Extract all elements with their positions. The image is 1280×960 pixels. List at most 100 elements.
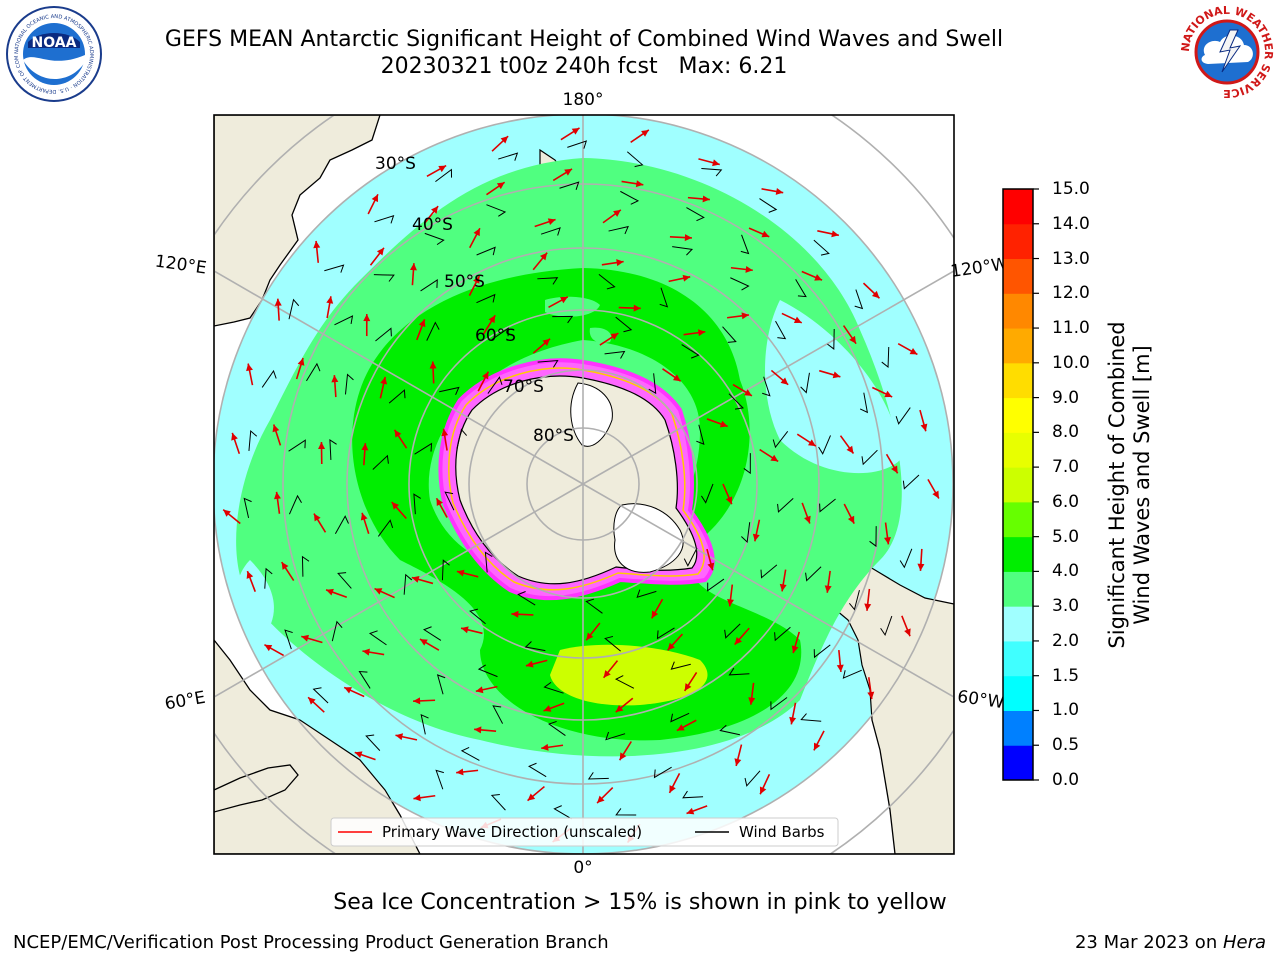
colorbar-segment xyxy=(1003,467,1033,503)
wave-arrow-head xyxy=(824,585,832,593)
wind-barb xyxy=(598,273,616,290)
latitude-labels: 30°S 40°S 50°S 60°S 70°S 80°S xyxy=(375,154,574,446)
wave-arrow-head xyxy=(511,610,519,618)
wave-arrow-head xyxy=(456,569,465,577)
wind-barb xyxy=(813,644,831,659)
wind-barb xyxy=(659,287,669,308)
wind-barb xyxy=(620,190,640,205)
wind-barb xyxy=(728,393,744,410)
wind-barb xyxy=(456,428,468,450)
legend-wave-label: Primary Wave Direction (unscaled) xyxy=(382,823,642,841)
wave-arrow-head xyxy=(610,333,619,340)
wave-arrow-head xyxy=(884,536,891,545)
wave-arrow-head xyxy=(909,347,918,355)
wind-barb xyxy=(648,373,657,395)
wind-barb xyxy=(476,246,496,256)
wind-barb xyxy=(436,674,446,695)
wave-arrow-head xyxy=(917,563,925,571)
wave-arrow-head xyxy=(488,315,496,324)
wave-arrow-head xyxy=(904,628,911,637)
wave-arrow-head xyxy=(759,786,767,795)
colorbar-segment xyxy=(1003,293,1033,329)
wave-arrow-head xyxy=(734,758,742,766)
wave-arrow-head xyxy=(525,660,534,668)
wind-barb xyxy=(486,204,507,217)
noaa-logo: NOAA NATIONAL OCEANIC AND ATMOSPHERIC AD… xyxy=(0,0,102,102)
lat-label-70s: 70°S xyxy=(503,377,544,397)
wind-barb xyxy=(477,664,498,678)
wind-barb xyxy=(306,362,321,382)
wind-barb xyxy=(795,279,807,298)
wind-barb xyxy=(264,567,273,589)
wind-barb xyxy=(762,376,771,397)
colorbar-segment xyxy=(1003,432,1033,468)
wave-arrow-head xyxy=(761,230,770,238)
wind-barb xyxy=(537,359,559,368)
sea-ice-edge-yellow xyxy=(448,367,705,591)
wind-barb xyxy=(696,424,705,445)
wind-barb xyxy=(880,615,893,636)
wave-arrow-head xyxy=(496,182,505,190)
colorbar-tick-label: 1.0 xyxy=(1052,700,1080,721)
wave-arrow-head xyxy=(603,670,611,678)
wind-barb xyxy=(740,234,750,255)
wind-barb xyxy=(248,429,258,451)
wave-arrow-head xyxy=(274,491,281,500)
wind-barb xyxy=(730,277,750,291)
wave-arrow-head xyxy=(308,697,316,705)
wind-barb xyxy=(537,277,559,285)
wind-barb xyxy=(426,321,440,341)
wind-barb xyxy=(543,681,564,694)
wind-barb xyxy=(585,598,603,614)
wave-arrow-head xyxy=(682,274,691,282)
lon-label-180: 180° xyxy=(563,90,604,110)
wave-arrow-head xyxy=(831,230,839,238)
wind-barb xyxy=(288,439,306,452)
wave-arrow-head xyxy=(741,312,749,320)
sea-ice-note: Sea Ice Concentration > 15% is shown in … xyxy=(333,890,947,915)
wind-barb xyxy=(288,298,300,320)
colorbar-tick-label: 6.0 xyxy=(1052,491,1080,512)
wind-barb xyxy=(435,168,453,183)
wind-barb xyxy=(615,808,637,816)
wind-barb xyxy=(324,264,345,273)
wind-barb xyxy=(587,772,609,780)
wave-arrow-head xyxy=(541,743,549,751)
map-frame xyxy=(213,114,955,855)
wind-barb xyxy=(800,372,810,394)
wave-arrow-head xyxy=(633,304,641,312)
wave-arrow-head xyxy=(791,645,799,654)
wave-arrow-head xyxy=(482,371,489,380)
graticule xyxy=(214,115,954,854)
wave-arrow-head xyxy=(849,335,857,344)
colorbar-tick-label: 2.0 xyxy=(1052,630,1080,651)
wind-barb xyxy=(435,769,444,790)
wind-barb xyxy=(744,770,761,787)
wave-arrow-head xyxy=(920,423,928,432)
colorbar-tick-label: 4.0 xyxy=(1052,561,1080,582)
wave-arrow-head xyxy=(635,180,644,188)
colorbar-tick-label: 11.0 xyxy=(1052,318,1090,339)
wave-arrow-head xyxy=(571,127,580,135)
wave-arrow-head xyxy=(615,705,624,713)
colorbar-segment xyxy=(1003,258,1033,294)
wave-arrow-head xyxy=(376,247,384,256)
wave-arrow-head xyxy=(586,632,594,641)
wave-arrow-head xyxy=(436,498,443,507)
colorbar-tick-label: 7.0 xyxy=(1052,457,1080,478)
wave-arrow-head xyxy=(409,263,417,271)
wave-arrow-head xyxy=(223,509,231,517)
wind-barb xyxy=(724,623,741,639)
wind-barb xyxy=(469,608,486,625)
wind-barb xyxy=(774,626,791,642)
chart-subtitle: 20230321 t00z 240h fcst Max: 6.21 xyxy=(380,54,788,79)
lat-label-30s: 30°S xyxy=(375,154,416,174)
wind-barb xyxy=(288,494,302,515)
wave-arrow-head xyxy=(780,377,789,385)
lat-label-60s: 60°S xyxy=(475,326,516,346)
wind-barb xyxy=(759,198,778,213)
wave-arrow-head xyxy=(231,432,238,441)
wave-arrow-head xyxy=(473,228,480,237)
wave-arrow-head xyxy=(752,533,760,542)
wave-arrow-head xyxy=(326,296,334,304)
